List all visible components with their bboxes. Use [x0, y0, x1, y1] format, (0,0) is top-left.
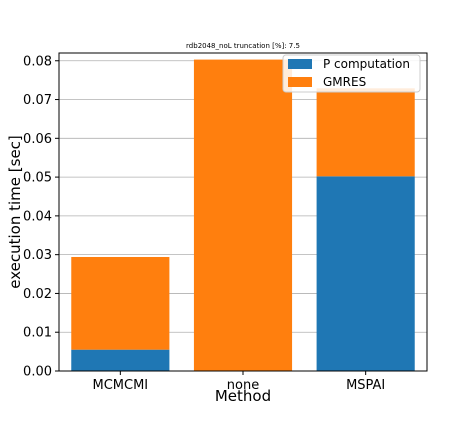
x-axis-label: Method — [215, 387, 271, 405]
legend: P computation GMRES — [282, 54, 421, 93]
y-tick-label: 0.00 — [23, 365, 52, 380]
bar-mspai-p-computation — [316, 176, 415, 371]
y-tick-label: 0.06 — [23, 132, 52, 147]
bars — [71, 59, 415, 371]
legend-swatch-gmres — [288, 77, 312, 87]
legend-swatch-p-computation — [288, 59, 312, 69]
y-axis-label: execution time [sec] — [6, 135, 24, 289]
legend-label-gmres: GMRES — [323, 75, 366, 89]
legend-box — [282, 54, 421, 93]
chart-title: rdb2048_noL truncation [%]: 7.5 — [186, 42, 300, 50]
y-tick-label: 0.05 — [23, 171, 52, 186]
bar-mspai-gmres — [316, 88, 415, 177]
x-tick-label: none — [227, 378, 259, 393]
bar-mcmcmi-gmres — [71, 256, 170, 350]
x-tick-label: MCMCMI — [93, 378, 149, 393]
y-tick-label: 0.03 — [23, 248, 52, 263]
y-tick-label: 0.04 — [23, 209, 52, 224]
y-tick-label: 0.08 — [23, 54, 52, 69]
x-axis-ticks: MCMCMI none MSPAI — [93, 371, 385, 393]
bar-mcmcmi-p-computation — [71, 349, 170, 371]
y-tick-label: 0.01 — [23, 326, 52, 341]
y-axis-ticks: 0.00 0.01 0.02 0.03 0.04 0.05 0.06 0.07 0.08 — [23, 54, 59, 380]
y-tick-label: 0.07 — [23, 93, 52, 108]
bar-none-gmres — [193, 59, 293, 371]
legend-label-p-computation: P computation — [323, 57, 410, 71]
y-tick-label: 0.02 — [23, 287, 52, 302]
x-tick-label: MSPAI — [346, 378, 385, 393]
